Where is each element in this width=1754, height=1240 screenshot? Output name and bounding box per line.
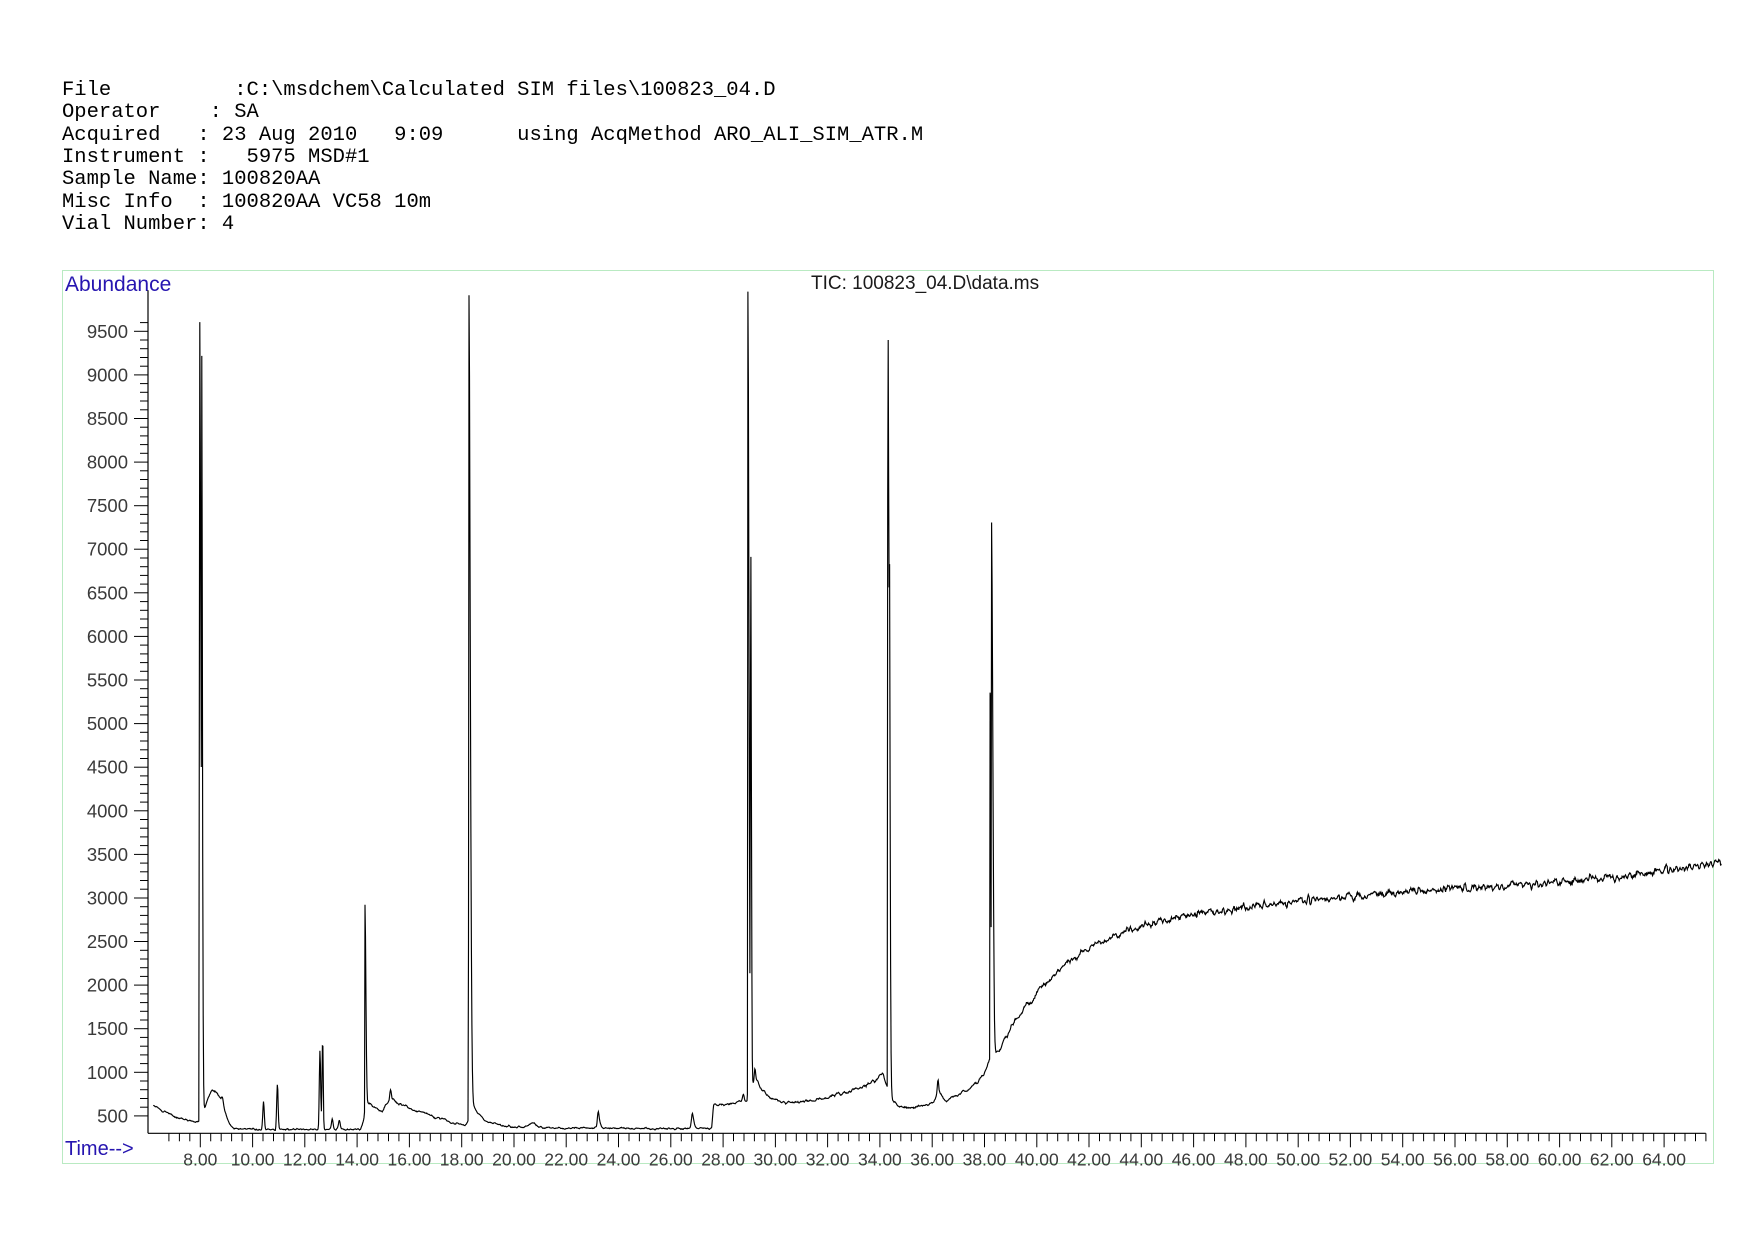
svg-text:9000: 9000	[87, 364, 128, 385]
svg-text:1500: 1500	[87, 1018, 128, 1039]
svg-text:48.00: 48.00	[1224, 1149, 1268, 1169]
svg-text:2000: 2000	[87, 975, 128, 996]
svg-text:62.00: 62.00	[1590, 1149, 1634, 1169]
svg-text:64.00: 64.00	[1642, 1149, 1686, 1169]
svg-text:46.00: 46.00	[1172, 1149, 1216, 1169]
svg-text:7500: 7500	[87, 495, 128, 516]
svg-text:50.00: 50.00	[1276, 1149, 1320, 1169]
svg-text:52.00: 52.00	[1329, 1149, 1373, 1169]
svg-text:18.00: 18.00	[440, 1149, 484, 1169]
svg-text:1000: 1000	[87, 1062, 128, 1083]
svg-text:9500: 9500	[87, 321, 128, 342]
svg-text:3500: 3500	[87, 844, 128, 865]
svg-text:20.00: 20.00	[492, 1149, 536, 1169]
svg-text:34.00: 34.00	[858, 1149, 902, 1169]
svg-text:12.00: 12.00	[283, 1149, 327, 1169]
svg-text:32.00: 32.00	[806, 1149, 850, 1169]
svg-text:42.00: 42.00	[1067, 1149, 1111, 1169]
svg-text:60.00: 60.00	[1538, 1149, 1582, 1169]
svg-text:7000: 7000	[87, 539, 128, 560]
svg-text:54.00: 54.00	[1381, 1149, 1425, 1169]
svg-text:28.00: 28.00	[701, 1149, 745, 1169]
svg-text:8.00: 8.00	[183, 1149, 217, 1169]
svg-text:16.00: 16.00	[388, 1149, 432, 1169]
svg-text:5500: 5500	[87, 670, 128, 691]
svg-text:8000: 8000	[87, 452, 128, 473]
svg-text:14.00: 14.00	[335, 1149, 379, 1169]
svg-text:8500: 8500	[87, 408, 128, 429]
svg-text:26.00: 26.00	[649, 1149, 693, 1169]
svg-text:500: 500	[97, 1105, 128, 1126]
svg-text:40.00: 40.00	[1015, 1149, 1059, 1169]
svg-text:30.00: 30.00	[754, 1149, 798, 1169]
svg-text:38.00: 38.00	[963, 1149, 1007, 1169]
svg-text:56.00: 56.00	[1433, 1149, 1477, 1169]
svg-text:22.00: 22.00	[544, 1149, 588, 1169]
svg-text:4500: 4500	[87, 757, 128, 778]
svg-text:10.00: 10.00	[231, 1149, 275, 1169]
svg-text:24.00: 24.00	[597, 1149, 641, 1169]
svg-text:5000: 5000	[87, 713, 128, 734]
svg-text:3000: 3000	[87, 888, 128, 909]
svg-text:2500: 2500	[87, 931, 128, 952]
svg-text:36.00: 36.00	[910, 1149, 954, 1169]
svg-text:6500: 6500	[87, 582, 128, 603]
svg-text:58.00: 58.00	[1485, 1149, 1529, 1169]
svg-text:6000: 6000	[87, 626, 128, 647]
svg-text:44.00: 44.00	[1119, 1149, 1163, 1169]
svg-text:4000: 4000	[87, 800, 128, 821]
